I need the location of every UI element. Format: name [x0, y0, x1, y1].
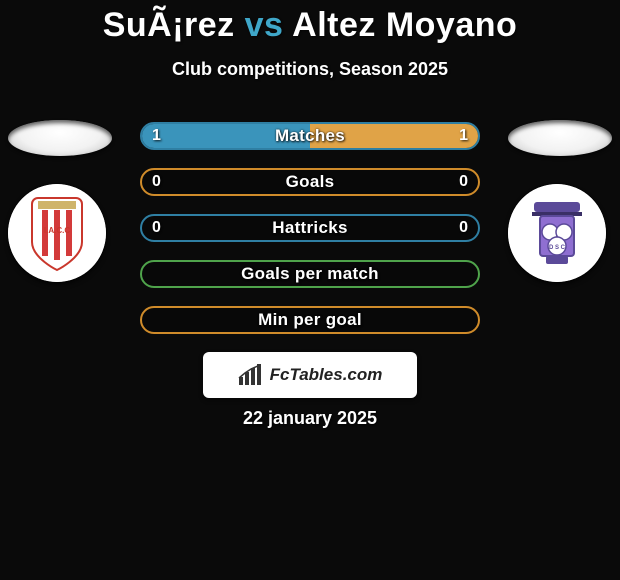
- stat-bar: Goals per match: [140, 260, 480, 288]
- subtitle: Club competitions, Season 2025: [0, 59, 620, 80]
- stat-label: Goals: [142, 170, 478, 194]
- brand-box: FcTables.com: [203, 352, 417, 398]
- player2-photo-disc: [508, 120, 612, 156]
- player2-figure: D S C: [508, 120, 612, 282]
- crest-right-text: D S C: [549, 245, 566, 251]
- player1-photo-disc: [8, 120, 112, 156]
- stat-label: Hattricks: [142, 216, 478, 240]
- bar-chart-icon: [238, 364, 264, 386]
- stat-label: Matches: [142, 124, 478, 148]
- comparison-card: SuÃ¡rez vs Altez Moyano Club competition…: [0, 0, 620, 580]
- stat-label: Min per goal: [142, 308, 478, 332]
- player1-figure: I.A.C.C: [8, 120, 112, 282]
- player1-name: SuÃ¡rez: [103, 6, 235, 44]
- stat-bar: 00Goals: [140, 168, 480, 196]
- crest-left-text: I.A.C.C: [44, 226, 70, 235]
- brand-text: FcTables.com: [270, 365, 383, 385]
- player2-club-crest: D S C: [508, 184, 606, 282]
- date-label: 22 january 2025: [0, 408, 620, 429]
- stat-bar: Min per goal: [140, 306, 480, 334]
- page-title: SuÃ¡rez vs Altez Moyano: [0, 0, 620, 45]
- stat-bar: 00Hattricks: [140, 214, 480, 242]
- vs-separator: vs: [245, 6, 284, 44]
- stats-bars: 11Matches 00Goals 00Hattricks Goals per mat…: [140, 122, 480, 352]
- stat-label: Goals per match: [142, 262, 478, 286]
- stat-bar: 11Matches: [140, 122, 480, 150]
- shield-icon: D S C: [508, 184, 606, 282]
- shield-icon: I.A.C.C: [8, 184, 106, 282]
- player2-name: Altez Moyano: [292, 6, 517, 44]
- player1-club-crest: I.A.C.C: [8, 184, 106, 282]
